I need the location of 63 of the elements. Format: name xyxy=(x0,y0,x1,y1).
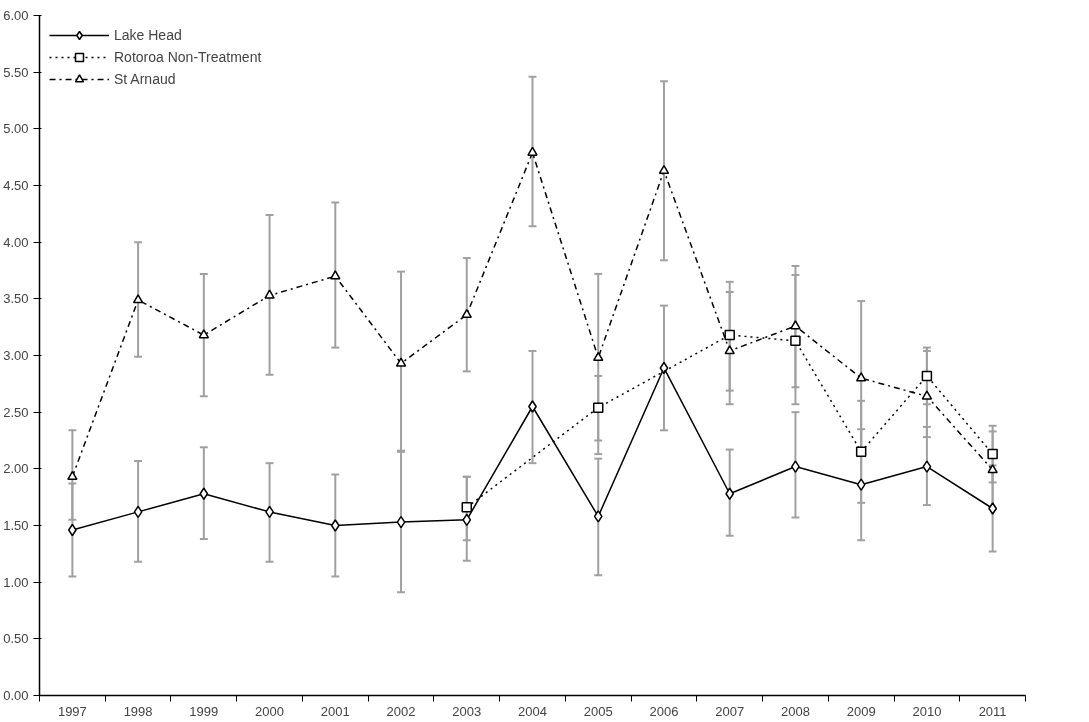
y-tick-label: 4.50 xyxy=(3,178,29,193)
x-tick-label: 2011 xyxy=(978,703,1007,719)
x-tick-label: 1997 xyxy=(57,703,87,719)
y-tick-label: 2.00 xyxy=(3,461,29,477)
point xyxy=(987,448,998,460)
point xyxy=(855,372,867,382)
point xyxy=(593,510,603,523)
x-tick-label: 2008 xyxy=(780,703,810,719)
point xyxy=(855,446,867,458)
point xyxy=(790,320,801,330)
x-tick-label: 2004 xyxy=(518,703,547,719)
point xyxy=(461,308,473,319)
y-tick-label: 5.00 xyxy=(3,121,29,137)
point xyxy=(199,487,209,501)
point xyxy=(198,329,210,339)
point xyxy=(461,502,473,513)
point xyxy=(856,478,866,491)
x-tick-label: 2005 xyxy=(583,703,613,719)
legend-label: Rotoroa Non-Treatment xyxy=(114,49,262,65)
point xyxy=(922,460,932,473)
point xyxy=(330,270,341,280)
x-tick-label: 2007 xyxy=(715,703,745,719)
point xyxy=(592,351,604,362)
point xyxy=(527,146,538,156)
y-tick-label: 4.00 xyxy=(3,234,29,250)
y-tick-label: 1.50 xyxy=(3,518,29,533)
point xyxy=(724,345,735,355)
y-tick-label: 2.50 xyxy=(3,404,29,420)
x-tick-label: 2002 xyxy=(386,703,416,719)
point xyxy=(67,470,78,481)
point xyxy=(462,513,472,527)
point xyxy=(396,515,406,529)
y-tick-label: 3.50 xyxy=(3,291,29,307)
y-tick-label: 0.50 xyxy=(3,631,29,647)
x-tick-label: 2000 xyxy=(255,703,285,719)
point xyxy=(921,370,933,382)
point xyxy=(724,329,735,341)
x-tick-label: 2003 xyxy=(452,703,482,719)
point xyxy=(658,164,670,175)
x-tick-label: 1999 xyxy=(189,703,219,719)
point xyxy=(133,505,143,519)
y-tick-label: 6.00 xyxy=(3,8,29,23)
y-tick-label: 5.50 xyxy=(3,64,29,80)
x-tick-label: 2010 xyxy=(912,703,942,719)
legend-label: Lake Head xyxy=(114,27,182,43)
y-tick-label: 1.00 xyxy=(3,574,29,590)
x-tick-label: 2006 xyxy=(649,703,679,719)
x-tick-label: 1998 xyxy=(123,703,153,719)
point xyxy=(395,357,407,367)
point xyxy=(592,402,604,413)
y-tick-label: 3.00 xyxy=(3,348,29,363)
point xyxy=(921,390,933,400)
point xyxy=(330,519,340,532)
point xyxy=(790,335,801,347)
y-tick-label: 0.00 xyxy=(3,688,29,703)
legend-label: St Arnaud xyxy=(114,71,176,87)
x-tick-label: 2009 xyxy=(846,703,876,719)
x-tick-label: 2001 xyxy=(320,703,350,719)
point xyxy=(659,361,669,375)
point xyxy=(264,289,275,299)
point xyxy=(132,294,144,304)
point xyxy=(67,523,77,537)
point xyxy=(725,487,735,501)
